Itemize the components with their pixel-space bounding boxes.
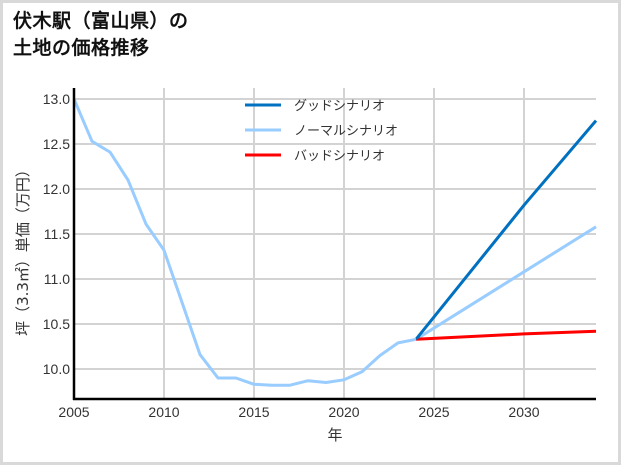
y-tick-label: 12.5 xyxy=(43,136,70,152)
x-axis-title: 年 xyxy=(327,426,342,444)
y-tick-label: 12.0 xyxy=(43,181,70,197)
x-tick-label: 2015 xyxy=(238,404,269,420)
x-tick-label: 2030 xyxy=(508,404,539,420)
axes xyxy=(72,88,596,401)
x-tick-label: 2025 xyxy=(418,404,449,420)
legend-item: グッドシナリオ xyxy=(245,99,385,114)
tick-labels: 10.0 10.5 11.0 11.5 12.0 12.5 13.0 2005 2010 2015… xyxy=(43,91,540,420)
y-tick-label: 10.0 xyxy=(43,361,70,377)
legend-label: ノーマルシナリオ xyxy=(294,124,398,139)
legend-label: グッドシナリオ xyxy=(294,99,385,114)
x-tick-label: 2010 xyxy=(148,404,179,420)
x-tick-label: 2005 xyxy=(58,404,89,420)
series-line-1 xyxy=(415,225,597,341)
y-tick-label: 10.5 xyxy=(43,316,70,332)
data-lines xyxy=(72,98,598,387)
legend-item: バッドシナリオ xyxy=(245,149,385,164)
y-tick-label: 11.5 xyxy=(44,226,70,242)
grid-lines xyxy=(74,88,596,399)
legend-item: ノーマルシナリオ xyxy=(245,124,398,139)
series-line-0 xyxy=(414,119,598,341)
y-tick-label: 13.0 xyxy=(43,91,70,107)
chart-title-line-1: 伏木駅（富山県）の xyxy=(13,10,189,32)
chart-title: 伏木駅（富山県）の 土地の価格推移 xyxy=(13,8,189,62)
chart-title-line-2: 土地の価格推移 xyxy=(13,37,150,59)
historical-line xyxy=(72,98,417,387)
legend-label: バッドシナリオ xyxy=(294,149,385,164)
series-line-2 xyxy=(415,329,597,341)
y-tick-label: 11.0 xyxy=(44,271,70,287)
y-axis-title: 坪（3.3㎡）単価（万円） xyxy=(14,162,32,336)
x-tick-label: 2020 xyxy=(328,404,359,420)
